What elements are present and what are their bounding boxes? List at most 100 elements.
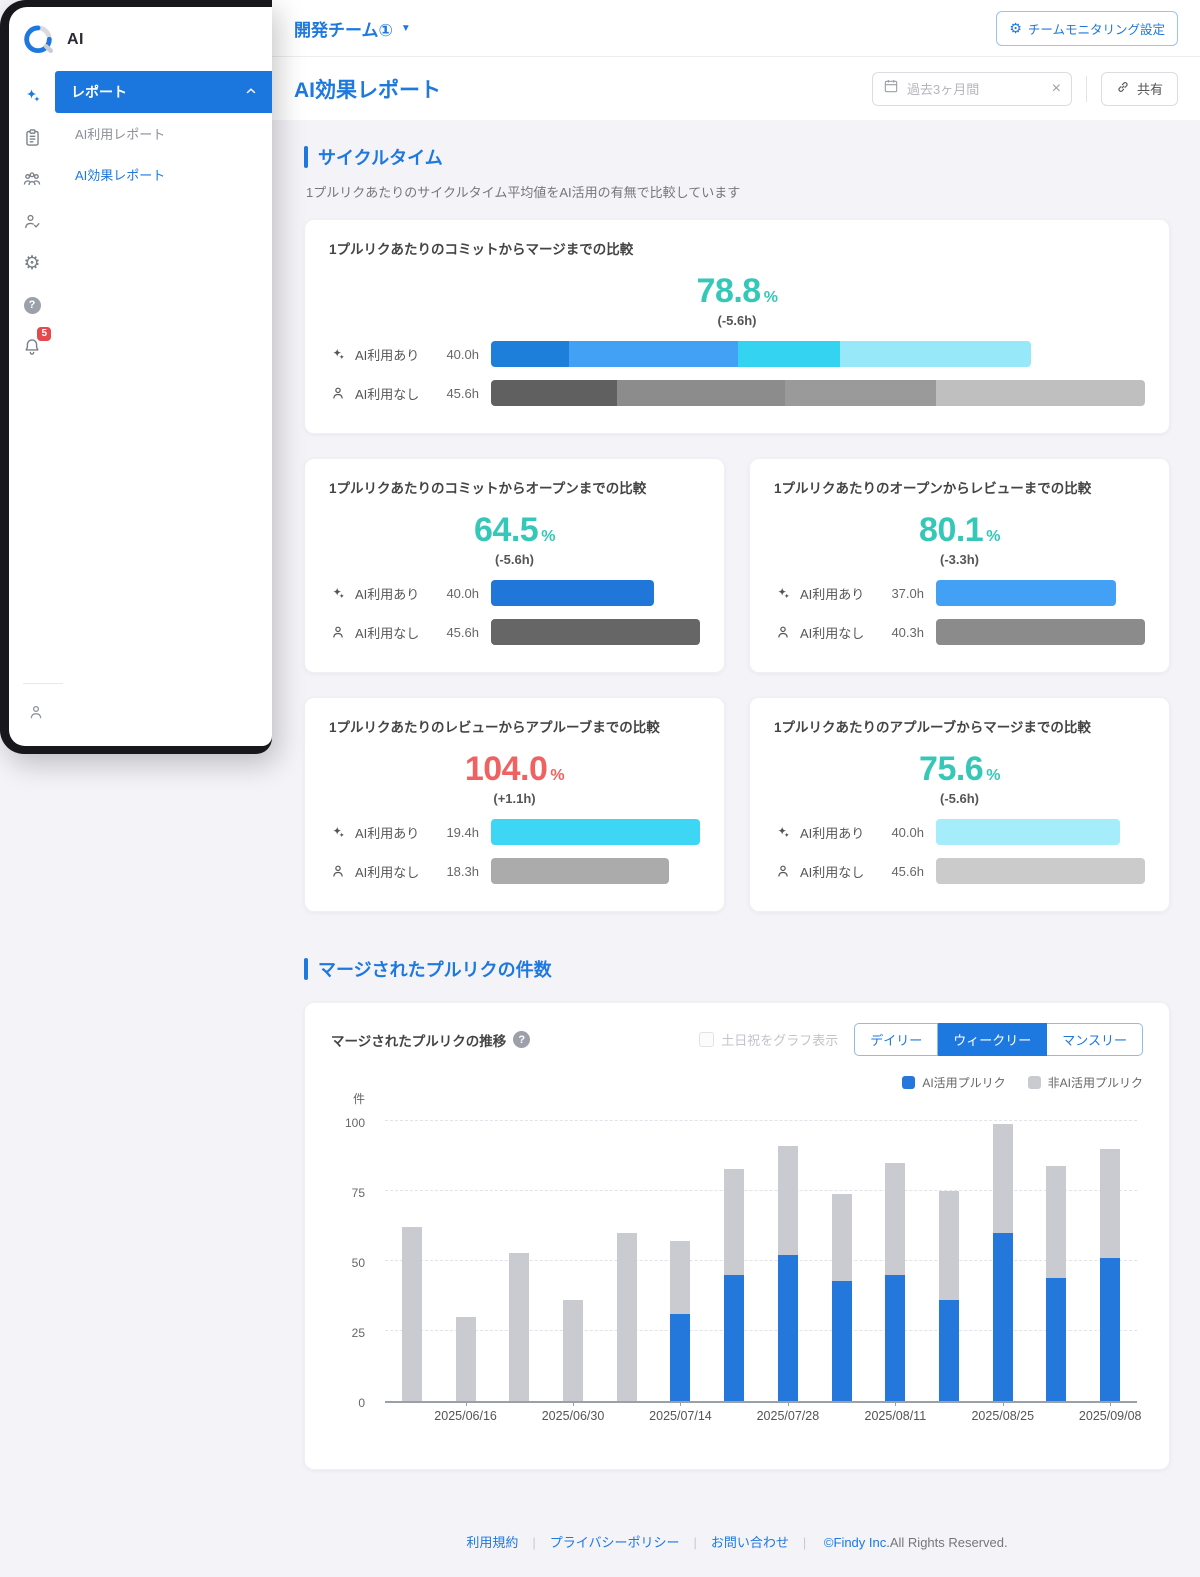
bar-hours: 19.4h [446,824,479,840]
footer-separator: | [693,1535,697,1550]
app-logo-icon[interactable] [21,23,55,57]
stacked-bar [724,1168,745,1401]
footer-brand-link[interactable]: ©Findy Inc. [823,1535,890,1550]
bar-row: AI利用あり 37.0h [774,580,1145,606]
x-tick [1110,1401,1112,1406]
tab-1[interactable]: ウィークリー [938,1023,1048,1056]
delta-value: (-5.6h) [717,313,757,328]
bar [936,858,1145,884]
x-tick-label: 2025/08/11 [864,1409,927,1423]
x-tick-label: 2025/07/14 [649,1409,712,1423]
chevron-up-icon [244,84,258,101]
stacked-bar [992,1123,1013,1401]
y-tick-label: 0 [358,1396,365,1410]
main-content: 開発チーム① ▼ ⚙ チームモニタリング設定 AI効果レポート 過去3ヶ月間 × [272,0,1200,1577]
date-range-filter[interactable]: 過去3ヶ月間 × [871,71,1072,106]
sidebar-footer [9,677,272,746]
cycle-card-2: 1プルリクあたりのオープンからレビューまでの比較 80.1% (-3.3h) A… [749,458,1170,673]
bar-row: AI利用なし 45.6h [329,619,700,645]
y-tick-label: 50 [351,1256,365,1270]
bar-label: AI利用なし [800,864,865,880]
stacked-bar [670,1241,691,1401]
bar-label: AI利用なし [355,625,420,641]
card-title: 1プルリクあたりのオープンからレビューまでの比較 [774,481,1092,496]
y-axis: 0 25 50 75 100 件 [331,1092,377,1410]
chart-bar-slot-7: 2025/07/28 [757,1095,819,1423]
bar [936,619,1145,645]
chart-legend: AI活用プルリク 非AI活用プルリク [331,1074,1143,1091]
percent-value: 78.8% [696,272,778,310]
cycle-card-4: 1プルリクあたりのアプルーブからマージまでの比較 75.6% (-5.6h) A… [749,697,1170,912]
bar-track [491,380,1145,406]
bar-label: AI利用なし [355,864,420,880]
stacked-bar [401,1227,422,1401]
percent-value: 104.0% [464,750,565,788]
bar [491,858,669,884]
notifications-bell-icon[interactable]: 5 [15,327,51,365]
survey-clipboard-icon[interactable] [15,119,49,155]
footer-link-2[interactable]: お問い合わせ [710,1535,789,1550]
section-accent-bar [304,958,308,980]
submenu-item-0[interactable]: AI利用レポート [75,127,166,142]
person-icon [329,385,347,401]
bar-label: AI利用なし [355,386,420,402]
x-tick [1002,1401,1004,1406]
ai-report-sparkle-icon[interactable] [15,77,49,113]
team-monitoring-settings-button[interactable]: ⚙ チームモニタリング設定 [996,10,1178,46]
stacked-bar [885,1163,906,1401]
stacked-bar [455,1317,476,1401]
account-person-icon[interactable] [19,694,53,730]
x-tick [465,1401,467,1406]
bar-hours: 40.0h [446,346,479,362]
submenu-item-1[interactable]: AI効果レポート [75,168,166,183]
chart-area: 0 25 50 75 100 件 2025/06/16 2025/06/30 2025 [331,1092,1143,1439]
member-check-icon[interactable] [15,203,49,239]
bar-hours: 37.0h [891,585,924,601]
stacked-bar [509,1252,530,1401]
help-icon[interactable]: ? [15,287,49,323]
checkbox-icon[interactable] [699,1032,715,1047]
chart-bar-slot-2 [492,1095,546,1401]
share-button[interactable]: 共有 [1100,71,1178,106]
bar-hours: 40.0h [446,585,479,601]
sparkle-icon [329,585,347,601]
legend-item-1[interactable]: 非AI活用プルリク [1027,1074,1143,1091]
card-title: 1プルリクあたりのコミットからマージまでの比較 [329,242,634,257]
person-icon [329,624,347,640]
bar-track [491,341,1145,367]
chart-help-icon[interactable]: ? [513,1031,531,1048]
bar-row: AI利用なし 18.3h [329,858,700,884]
titlebar: AI効果レポート 過去3ヶ月間 × 共有 [272,57,1200,120]
report-menu-label: レポート [71,84,127,100]
x-tick-label: 2025/06/16 [434,1409,497,1423]
footer-link-1[interactable]: プライバシーポリシー [549,1535,680,1550]
logo-row: AI [9,7,272,69]
legend-item-0[interactable]: AI活用プルリク [902,1074,1006,1091]
page-title: AI効果レポート [294,78,441,102]
bar-row: AI利用なし 40.3h [774,619,1145,645]
section-accent-bar [304,146,308,168]
footer-link-0[interactable]: 利用規約 [466,1535,519,1550]
delta-value: (-5.6h) [940,791,979,806]
chart-bar-slot-10 [922,1095,976,1401]
cycle-section-description: 1プルリクあたりのサイクルタイム平均値をAI活用の有無で比較しています [306,185,741,200]
merged-section-header: マージされたプルリクの件数 [304,956,1170,982]
sidebar-icon-rail: ⚙ ? 5 [9,69,55,677]
gear-icon: ⚙ [1009,20,1022,36]
settings-gear-icon[interactable]: ⚙ [15,245,49,281]
tab-2[interactable]: マンスリー [1047,1023,1143,1056]
clear-icon[interactable]: × [1051,79,1061,97]
sidebar-footer-divider [23,683,63,684]
team-icon[interactable] [15,161,49,197]
report-menu-header[interactable]: レポート [55,71,272,113]
tab-0[interactable]: デイリー [854,1023,939,1056]
team-selector[interactable]: 開発チーム① ▼ [294,16,411,41]
weekend-toggle[interactable]: 土日祝をグラフ表示 [699,1030,838,1049]
vertical-divider [1085,75,1087,102]
delta-value: (-5.6h) [495,552,534,567]
chart-bar-slot-8 [815,1095,869,1401]
footer-separator: | [532,1535,536,1550]
cycle-card-1: 1プルリクあたりのコミットからオープンまでの比較 64.5% (-5.6h) A… [304,458,725,673]
x-tick-label: 2025/06/30 [541,1409,605,1423]
percent-value: 75.6% [919,750,1000,788]
